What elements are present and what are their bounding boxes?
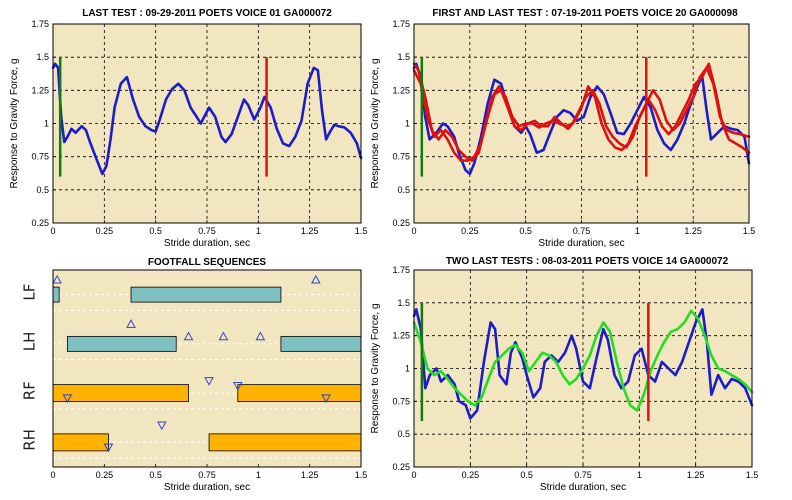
x-tick-label: 0.5 — [519, 226, 532, 236]
y-tick-label: 1.25 — [31, 85, 49, 95]
footfall-bar — [66, 335, 177, 352]
x-tick-label: 0.25 — [462, 470, 480, 480]
x-tick-label: 1 — [635, 226, 640, 236]
x-axis-label: Stride duration, sec — [538, 238, 624, 249]
plot-frame — [413, 23, 750, 224]
series-line-1 — [51, 62, 363, 176]
x-tick-label: 1.25 — [684, 226, 702, 236]
y-tick-label: 1.75 — [392, 265, 410, 275]
footfall-bar — [208, 433, 362, 452]
chart-title: TWO LAST TESTS : 08-03-2011 POETS VOICE … — [446, 256, 729, 267]
x-tick-label: 1 — [256, 470, 261, 480]
chart-panel-3: FOOTFALL SEQUENCES LF LH RF RH 0 0.25 0.5 0.75 1 1… — [21, 257, 368, 493]
x-tick-label: 1.5 — [355, 226, 368, 236]
footfall-triangle-marker — [204, 377, 214, 386]
lane-label: RF — [21, 381, 39, 400]
x-axis-label: Stride duration, sec — [540, 482, 626, 493]
chart-title: FIRST AND LAST TEST : 07-19-2011 POETS V… — [432, 8, 738, 19]
x-tick-label: 0.75 — [198, 470, 216, 480]
y-tick-label: 0.5 — [397, 429, 410, 439]
y-tick-label: 0.75 — [392, 152, 410, 162]
footfall-bar — [52, 433, 109, 452]
footfall-triangle-marker — [126, 319, 136, 328]
x-tick-label: 0.25 — [96, 470, 114, 480]
footfall-triangle-marker — [232, 382, 243, 391]
y-tick-label: 1.75 — [392, 19, 410, 29]
y-axis-label: Response to Gravity Force, g — [370, 58, 381, 188]
footfall-bar — [237, 384, 362, 403]
plot-frame — [52, 269, 362, 468]
x-tick-label: 1 — [637, 470, 642, 480]
x-tick-label: 0.75 — [198, 226, 216, 236]
footfall-triangle-marker — [62, 394, 73, 404]
footfall-bar — [130, 286, 282, 303]
y-tick-label: 1 — [405, 119, 410, 129]
footfall-triangle-marker — [321, 394, 331, 404]
x-tick-label: 0 — [411, 226, 416, 236]
footfall-triangle-marker — [255, 331, 266, 341]
y-tick-label: 0.25 — [31, 218, 49, 228]
x-tick-label: 1.5 — [743, 226, 756, 236]
y-axis-label: Response to Gravity Force, g — [370, 303, 381, 433]
chart-title: FOOTFALL SEQUENCES — [148, 257, 266, 268]
chart-panel-2: FIRST AND LAST TEST : 07-19-2011 POETS V… — [370, 8, 755, 249]
y-tick-label: 0.25 — [392, 218, 410, 228]
y-tick-label: 1 — [44, 119, 49, 129]
footfall-triangle-marker — [310, 274, 321, 284]
footfall-bar — [52, 384, 189, 403]
plot-frame — [413, 269, 753, 468]
y-tick-label: 1.5 — [397, 298, 410, 308]
x-axis-label: Stride duration, sec — [164, 482, 250, 493]
x-tick-label: 0 — [50, 470, 55, 480]
x-tick-label: 0.25 — [461, 226, 479, 236]
series-line-1 — [412, 308, 754, 420]
plot-area — [53, 24, 361, 223]
x-tick-label: 1 — [256, 226, 261, 236]
chart-title: LAST TEST : 09-29-2011 POETS VOICE 01 GA… — [82, 8, 332, 19]
y-tick-label: 1.25 — [392, 331, 410, 341]
x-tick-label: 0.5 — [149, 470, 162, 480]
x-tick-label: 0.25 — [96, 226, 114, 236]
footfall-bar — [280, 335, 362, 352]
x-tick-label: 0 — [50, 226, 55, 236]
x-tick-label: 0.5 — [149, 226, 162, 236]
y-tick-label: 1.75 — [31, 19, 49, 29]
x-tick-label: 1.25 — [301, 226, 319, 236]
x-tick-label: 1.25 — [301, 470, 319, 480]
y-tick-label: 0.5 — [36, 185, 49, 195]
y-tick-label: 0.75 — [392, 396, 410, 406]
footfall-triangle-marker — [218, 331, 229, 341]
x-axis-label: Stride duration, sec — [164, 238, 250, 249]
y-axis-label: Response to Gravity Force, g — [9, 58, 20, 188]
x-tick-label: 0.5 — [520, 470, 533, 480]
chart-panel-4: TWO LAST TESTS : 08-03-2011 POETS VOICE … — [370, 256, 758, 493]
lane-label: LF — [21, 284, 39, 301]
plot-frame — [52, 23, 362, 224]
x-tick-label: 1.5 — [355, 470, 368, 480]
y-tick-label: 1 — [405, 364, 410, 374]
footfall-triangle-marker — [52, 274, 62, 284]
x-tick-label: 0 — [411, 470, 416, 480]
x-tick-label: 1.25 — [687, 470, 705, 480]
y-tick-label: 0.75 — [31, 152, 49, 162]
y-tick-label: 0.25 — [392, 462, 410, 472]
y-tick-label: 1.5 — [397, 52, 410, 62]
footfall-triangle-marker — [183, 331, 194, 341]
footfall-bar — [52, 286, 60, 303]
chart-panel-1: LAST TEST : 09-29-2011 POETS VOICE 01 GA… — [9, 8, 367, 249]
series-line-3 — [412, 62, 751, 162]
series-line-2 — [412, 309, 754, 412]
lane-label: RH — [21, 429, 39, 451]
y-tick-label: 1.25 — [392, 85, 410, 95]
x-tick-label: 0.75 — [574, 470, 592, 480]
y-tick-label: 0.5 — [397, 185, 410, 195]
y-tick-label: 1.5 — [36, 52, 49, 62]
x-tick-label: 1.5 — [746, 470, 759, 480]
footfall-triangle-marker — [103, 443, 114, 453]
footfall-triangle-marker — [156, 421, 167, 431]
x-tick-label: 0.75 — [573, 226, 591, 236]
lane-label: LH — [21, 332, 39, 352]
